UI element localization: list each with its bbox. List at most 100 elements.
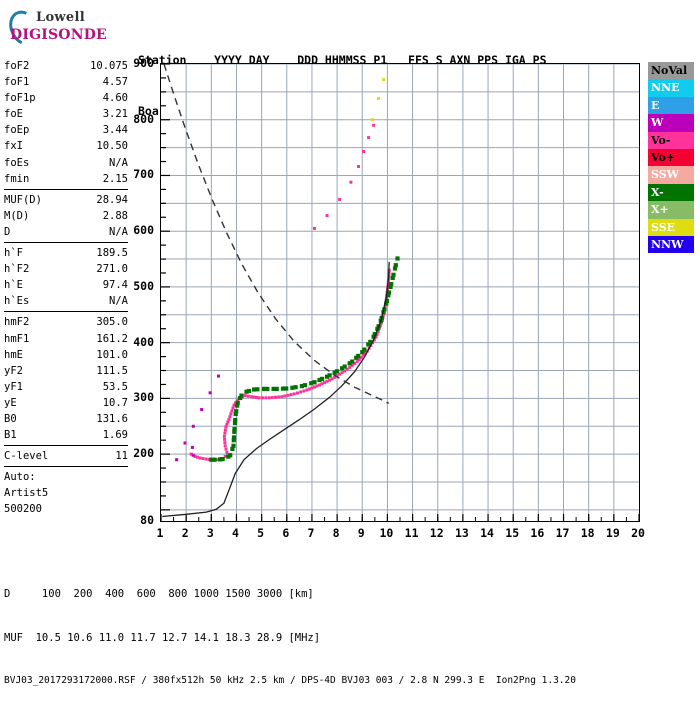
echo-point <box>368 339 373 344</box>
echo-point <box>372 123 376 127</box>
param-value: 4.60 <box>102 92 128 105</box>
echo-point <box>265 386 270 391</box>
x-tick-label: 18 <box>580 526 595 540</box>
param-auto-code: 500200 <box>4 503 42 516</box>
echo-point <box>305 388 309 392</box>
echo-point <box>217 374 220 378</box>
legend-item-x[interactable]: X- <box>648 183 694 202</box>
param-row: foEs N/A <box>4 155 128 171</box>
param-row: h`E 97.4 <box>4 277 128 293</box>
echo-point <box>376 330 380 333</box>
param-key: h`Es <box>4 295 30 308</box>
echo-point <box>340 366 345 371</box>
echo-point <box>231 406 235 410</box>
param-row: hmE 101.0 <box>4 347 128 363</box>
param-row: foF1 4.57 <box>4 74 128 90</box>
echo-point <box>224 447 228 451</box>
param-value: N/A <box>109 225 128 238</box>
echo-point <box>235 399 239 403</box>
param-value: 3.21 <box>102 108 128 121</box>
param-key: foE <box>4 108 23 121</box>
lowell-digisonde-logo: Lowell DIGISONDE <box>3 5 128 51</box>
echo-point <box>252 387 257 392</box>
echo-point <box>290 385 295 390</box>
echo-point <box>296 391 299 395</box>
legend-item-noval[interactable]: NoVal <box>648 62 694 80</box>
param-value: 131.6 <box>96 412 128 425</box>
echo-point <box>230 446 235 451</box>
echo-point <box>302 383 308 388</box>
echo-point <box>198 456 202 460</box>
series-2nd-hop-echo-sse <box>370 78 386 122</box>
echo-point <box>338 372 342 376</box>
echo-point <box>328 378 332 382</box>
legend-item-w[interactable]: W <box>648 114 694 132</box>
echo-point <box>261 396 264 400</box>
param-row: C-level 11 <box>4 448 128 464</box>
legend-item-ssw[interactable]: SSW <box>648 166 694 184</box>
legend-item-nnw[interactable]: NNW <box>648 235 694 254</box>
param-value: 10.075 <box>90 60 128 72</box>
param-row: foF2 10.075 <box>4 58 128 74</box>
y-tick-label: 400 <box>133 334 154 349</box>
echo-point <box>280 395 284 399</box>
ionogram-plot[interactable] <box>160 63 640 522</box>
series-2nd-hop-echo-vo-x <box>313 123 376 230</box>
x-tick-label: 12 <box>429 526 444 540</box>
x-tick-label: 9 <box>357 526 365 540</box>
param-key: MUF(D) <box>4 193 42 206</box>
y-tick-label: 200 <box>133 446 154 461</box>
param-key: hmF1 <box>4 332 30 345</box>
param-row: yF2 111.5 <box>4 363 128 379</box>
echo-point <box>324 374 330 379</box>
legend-item-x[interactable]: X+ <box>648 201 694 219</box>
x-tick-label: 8 <box>332 526 340 540</box>
param-key: foEs <box>4 156 30 169</box>
param-key: h`E <box>4 279 23 292</box>
echo-point <box>335 369 340 374</box>
series-e-region-scatter-w <box>175 374 220 462</box>
x-tick-label: 16 <box>530 526 545 540</box>
param-value: 97.4 <box>102 279 128 292</box>
x-tick-label: 4 <box>232 526 239 540</box>
echo-point <box>223 431 227 435</box>
echo-point <box>232 429 237 434</box>
legend-item-e[interactable]: E <box>648 96 694 115</box>
param-divider <box>4 466 128 468</box>
echo-point <box>286 393 290 397</box>
echo-point <box>323 381 326 385</box>
legend-item-nne[interactable]: NNE <box>648 79 694 97</box>
echo-point <box>377 97 381 101</box>
echo-point <box>225 450 229 454</box>
echo-point <box>372 338 376 342</box>
echo-point <box>349 180 353 184</box>
echo-point <box>388 284 393 289</box>
legend-item-sse[interactable]: SSE <box>648 218 694 236</box>
echo-point <box>175 458 179 462</box>
param-key: B0 <box>4 412 17 425</box>
legend-item-vo[interactable]: Vo- <box>648 131 694 149</box>
echo-point <box>317 377 322 383</box>
y-tick-label: 700 <box>133 167 154 182</box>
echo-point <box>357 358 361 361</box>
x-tick-label: 5 <box>257 526 265 540</box>
echo-point <box>238 395 243 401</box>
echo-point <box>224 425 228 429</box>
echo-point <box>350 359 355 364</box>
echo-point <box>382 313 385 317</box>
param-key: foF1 <box>4 76 30 89</box>
param-value: 28.94 <box>96 193 128 206</box>
echo-point <box>274 395 277 399</box>
echo-point <box>386 293 391 298</box>
echo-point <box>372 332 377 337</box>
x-tick-label: 15 <box>505 526 520 540</box>
echo-point <box>231 443 236 448</box>
echo-point <box>183 441 187 445</box>
echo-point <box>267 396 271 400</box>
x-tick-label: 7 <box>307 526 315 540</box>
param-row: foEp 3.44 <box>4 122 128 138</box>
echo-point <box>395 256 400 261</box>
x-tick-label: 2 <box>181 526 189 540</box>
legend-item-vo[interactable]: Vo+ <box>648 148 694 167</box>
echo-point <box>333 375 337 379</box>
